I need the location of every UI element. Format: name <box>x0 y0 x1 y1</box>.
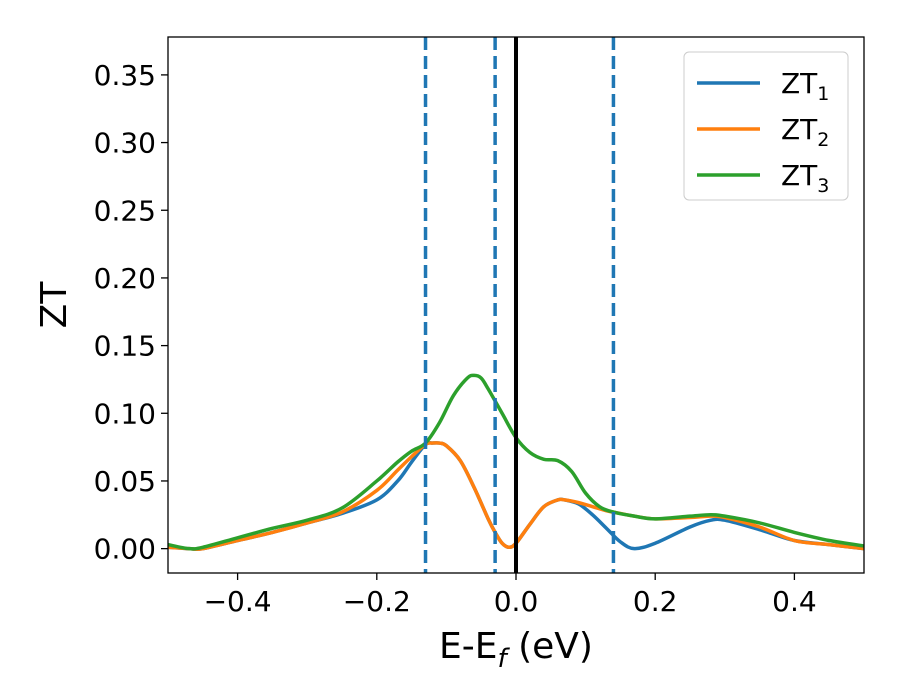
legend-box <box>683 51 849 201</box>
x-tick-label: 0.2 <box>633 585 678 618</box>
y-axis-label: ZT <box>34 281 75 329</box>
x-tick-label: −0.4 <box>204 585 272 618</box>
series-line-3 <box>167 373 865 551</box>
y-tick-label: 0.05 <box>94 465 156 498</box>
y-axis-ticks: 0.00 0.05 0.10 0.15 0.20 0.25 0.30 0.35 <box>94 59 168 566</box>
series-lines <box>167 373 865 552</box>
y-tick-label: 0.10 <box>94 397 156 430</box>
reference-lines <box>423 37 616 573</box>
y-tick-label: 0.35 <box>94 59 156 92</box>
legend-label-2: ZT2 <box>781 113 829 151</box>
y-tick-label: 0.30 <box>94 127 156 160</box>
x-axis-ticks: −0.4 −0.2 0.0 0.2 0.4 <box>204 573 817 618</box>
x-axis-label: E-Ef (eV) <box>439 626 593 674</box>
y-tick-label: 0.25 <box>94 194 156 227</box>
x-tick-label: 0.0 <box>494 585 539 618</box>
legend: ZT1 ZT2 ZT3 <box>683 51 849 201</box>
x-tick-label: −0.2 <box>343 585 411 618</box>
legend-label-3: ZT3 <box>781 159 829 197</box>
legend-label-1: ZT1 <box>781 67 829 105</box>
y-tick-label: 0.20 <box>94 262 156 295</box>
x-tick-label: 0.4 <box>772 585 817 618</box>
y-tick-label: 0.15 <box>94 330 156 363</box>
y-tick-label: 0.00 <box>94 533 156 566</box>
